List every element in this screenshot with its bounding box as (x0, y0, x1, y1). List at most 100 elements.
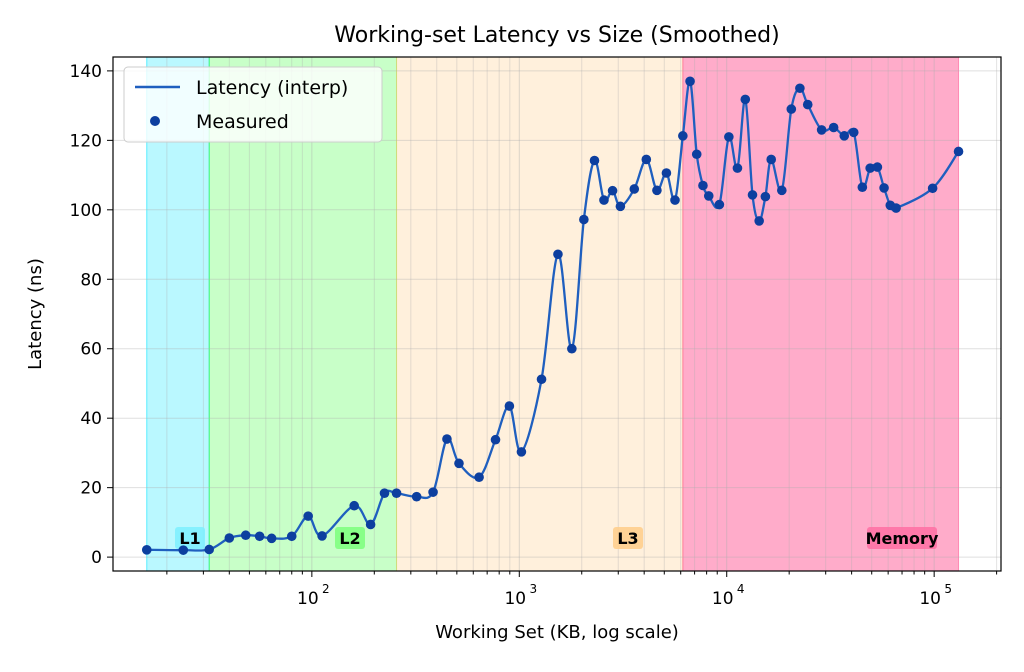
measured-point-49 (786, 104, 797, 114)
measured-point-3 (224, 533, 235, 543)
x-tick-label: 10 (504, 589, 526, 609)
measured-point-54 (839, 131, 850, 141)
measured-point-10 (349, 500, 359, 511)
measured-point-12 (379, 488, 390, 499)
region-label-l1: L1 (179, 529, 200, 548)
x-tick-exponent: 3 (529, 582, 537, 596)
measured-point-22 (536, 374, 547, 385)
x-tick-exponent: 4 (737, 582, 745, 596)
legend-box (123, 66, 383, 143)
measured-point-45 (754, 216, 764, 226)
measured-point-44 (747, 190, 758, 200)
measured-point-2 (204, 544, 215, 555)
y-tick-label: 0 (91, 548, 102, 568)
chart-title: Working-set Latency vs Size (Smoothed) (334, 23, 779, 48)
measured-point-21 (516, 447, 527, 457)
legend-label-measured: Measured (196, 111, 289, 133)
measured-point-62 (927, 183, 938, 194)
y-tick-label: 140 (70, 62, 102, 82)
measured-point-7 (286, 531, 297, 542)
measured-point-37 (691, 149, 702, 160)
region-l1 (146, 56, 210, 572)
x-tick-label: 10 (712, 589, 734, 609)
measured-point-28 (607, 185, 618, 196)
measured-point-36 (685, 76, 695, 87)
measured-point-30 (629, 184, 640, 194)
measured-point-59 (879, 183, 889, 193)
legend-label-latency: Latency (interp) (196, 77, 348, 99)
measured-point-52 (816, 125, 827, 135)
measured-point-34 (670, 195, 680, 205)
measured-point-20 (504, 401, 515, 411)
measured-point-4 (240, 530, 251, 541)
region-badge-memory (867, 527, 937, 550)
measured-point-17 (454, 458, 464, 469)
y-tick-label: 60 (80, 340, 102, 360)
measured-point-26 (589, 155, 600, 166)
measured-point-50 (795, 83, 805, 94)
y-tick-label: 100 (70, 201, 102, 221)
measured-point-55 (848, 127, 859, 138)
x-axis-label: Working Set (KB, log scale) (435, 622, 679, 643)
measured-point-33 (661, 168, 672, 178)
region-badge-l1 (175, 527, 205, 550)
x-tick-exponent: 2 (322, 582, 330, 596)
x-tick-label: 10 (297, 589, 319, 609)
measured-point-47 (766, 154, 777, 165)
measured-point-57 (865, 163, 875, 173)
x-tick-exponent: 5 (944, 582, 952, 596)
measured-point-53 (828, 122, 839, 133)
measured-point-14 (411, 491, 422, 502)
measured-point-23 (553, 249, 563, 260)
region-label-l3: L3 (617, 529, 638, 548)
y-tick-label: 20 (80, 479, 102, 499)
measured-point-38 (698, 180, 708, 191)
measured-point-1 (178, 545, 189, 555)
measured-point-56 (857, 182, 868, 193)
region-label-memory: Memory (866, 529, 939, 548)
y-tick-label: 120 (70, 131, 102, 151)
grid (113, 57, 1001, 571)
measured-point-9 (317, 531, 327, 541)
measured-point-13 (391, 488, 402, 499)
y-tick-label: 40 (80, 409, 102, 429)
region-l3 (396, 56, 684, 572)
region-labels: L1 L2 L3 Memory (175, 527, 939, 550)
measured-point-51 (802, 99, 813, 110)
measured-point-8 (303, 511, 313, 521)
measured-point-29 (615, 201, 626, 212)
region-badge-l2 (335, 527, 365, 550)
measured-point-31 (641, 154, 652, 165)
measured-point-11 (365, 519, 376, 530)
y-tick-label: 80 (80, 270, 102, 290)
region-l2 (208, 56, 398, 572)
measured-point-42 (732, 163, 743, 173)
measured-point-15 (428, 487, 438, 497)
x-tick-label: 10 (919, 589, 941, 609)
cache-regions (146, 56, 960, 572)
plot-frame (112, 56, 1002, 572)
measured-point-61 (891, 203, 901, 213)
measured-point-25 (579, 214, 589, 225)
measured-point-35 (678, 131, 688, 141)
region-label-l2: L2 (339, 529, 360, 548)
legend-marker-swatch (150, 116, 160, 126)
region-memory (682, 56, 960, 572)
measured-point-43 (740, 94, 751, 105)
measured-point-19 (490, 434, 501, 445)
measured-point-5 (254, 531, 265, 542)
region-badge-l3 (613, 527, 643, 550)
measured-point-6 (266, 533, 277, 544)
measured-point-63 (953, 146, 964, 157)
measured-point-48 (777, 185, 787, 196)
measured-point-46 (760, 191, 771, 202)
measured-point-16 (442, 434, 452, 444)
measured-point-32 (652, 185, 662, 196)
data-series (141, 76, 964, 555)
y-axis-label: Latency (ns) (25, 258, 46, 370)
measured-point-41 (724, 132, 734, 142)
measured-point-18 (474, 472, 484, 483)
legend: Latency (interp) Measured (123, 66, 383, 143)
